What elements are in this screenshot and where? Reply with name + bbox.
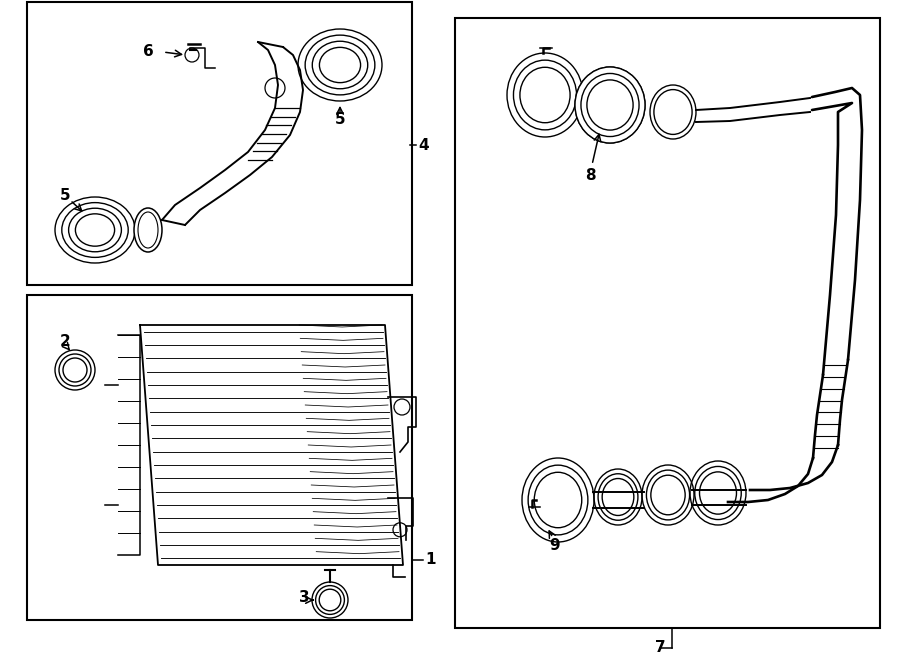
Text: 4: 4 [418,137,428,153]
Ellipse shape [575,67,645,143]
Bar [27,2,412,285]
Bar [27,295,412,620]
Text: 7: 7 [654,641,665,656]
Ellipse shape [134,208,162,252]
Text: 5: 5 [335,112,346,128]
Text: 9: 9 [550,537,561,553]
Text: 5: 5 [59,188,70,202]
Text: 6: 6 [142,44,153,59]
Text: 8: 8 [585,167,595,182]
Bar [455,18,880,628]
Text: 1: 1 [425,553,436,568]
Text: 3: 3 [300,590,310,605]
Text: 2: 2 [59,334,70,350]
